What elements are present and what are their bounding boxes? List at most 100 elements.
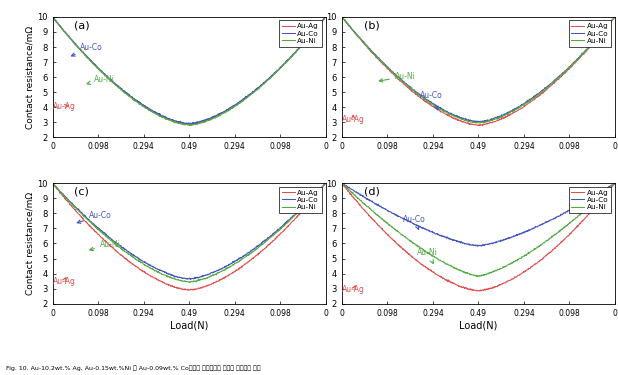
Au-Ag xyxy=(322,15,329,20)
Au-Ni xyxy=(49,15,56,19)
Au-Ni xyxy=(223,266,231,271)
Au-Ni xyxy=(476,121,484,125)
Au-Co xyxy=(215,268,222,272)
Au-Co xyxy=(574,203,581,208)
Au-Ag xyxy=(546,250,553,255)
Au-Co xyxy=(338,14,345,18)
Au-Co xyxy=(208,116,215,120)
Au-Co xyxy=(497,114,504,118)
Au-Ni xyxy=(322,181,329,185)
Au-Co xyxy=(322,15,329,19)
Au-Ag xyxy=(504,113,512,118)
Text: Au-Ni: Au-Ni xyxy=(87,75,115,84)
Au-Co xyxy=(49,14,56,19)
Line: Au-Co: Au-Co xyxy=(342,16,615,122)
Au-Ni xyxy=(215,114,222,118)
Y-axis label: Contact resistance/mΩ: Contact resistance/mΩ xyxy=(25,26,35,129)
Au-Ag xyxy=(187,122,194,127)
Au-Ni xyxy=(223,109,231,114)
Au-Ag xyxy=(339,181,346,185)
Au-Ag xyxy=(223,108,231,112)
Line: Au-Co: Au-Co xyxy=(342,183,615,246)
Au-Co xyxy=(66,34,73,39)
X-axis label: Load(N): Load(N) xyxy=(459,320,497,330)
Text: Au-Co: Au-Co xyxy=(403,215,426,229)
Au-Co xyxy=(187,277,194,282)
Au-Ni xyxy=(505,262,512,267)
Au-Ni xyxy=(256,85,264,89)
Au-Ag xyxy=(338,182,345,186)
Au-Ag xyxy=(284,57,292,62)
Au-Ni xyxy=(339,181,346,186)
Line: Au-Co: Au-Co xyxy=(53,16,326,124)
Text: (b): (b) xyxy=(364,21,379,30)
Au-Ag xyxy=(355,35,362,40)
Text: Au-Ag: Au-Ag xyxy=(342,285,365,294)
Line: Au-Ni: Au-Ni xyxy=(342,16,615,123)
Au-Ni xyxy=(497,266,505,271)
Au-Ni xyxy=(49,181,56,186)
Au-Ag xyxy=(66,35,73,39)
Au-Ni xyxy=(611,181,618,186)
Au-Ag xyxy=(546,84,553,88)
Au-Ag xyxy=(497,282,505,286)
Line: Au-Ag: Au-Ag xyxy=(342,183,615,291)
Line: Au-Ni: Au-Ni xyxy=(53,17,326,126)
Au-Ni xyxy=(338,181,345,186)
Text: Au-Co: Au-Co xyxy=(72,42,103,56)
Au-Ag xyxy=(497,117,504,121)
Au-Co xyxy=(474,244,481,248)
Text: Au-Ag: Au-Ag xyxy=(53,277,75,286)
Au-Co xyxy=(546,82,553,87)
Au-Ag xyxy=(185,288,193,292)
Legend: Au-Ag, Au-Co, Au-Ni: Au-Ag, Au-Co, Au-Ni xyxy=(279,21,322,46)
Au-Ni xyxy=(215,270,222,275)
Au-Ag xyxy=(223,274,231,279)
Au-Ag xyxy=(215,112,222,117)
Text: Au-Ag: Au-Ag xyxy=(53,102,75,111)
Au-Ni xyxy=(208,274,215,279)
Au-Co xyxy=(611,181,618,186)
Au-Ni xyxy=(504,111,512,116)
Au-Ni xyxy=(611,14,618,19)
Au-Ni xyxy=(256,244,264,248)
Au-Ni xyxy=(208,117,215,122)
Line: Au-Ag: Au-Ag xyxy=(53,183,326,290)
X-axis label: Load(N): Load(N) xyxy=(170,320,208,330)
Au-Ag xyxy=(322,181,329,186)
Text: Au-Co: Au-Co xyxy=(77,211,111,223)
Au-Co xyxy=(223,264,231,268)
Text: (c): (c) xyxy=(74,187,89,197)
Au-Ag xyxy=(49,14,56,18)
Au-Co xyxy=(322,181,329,185)
Au-Ag xyxy=(256,251,264,255)
Au-Ag xyxy=(208,115,215,120)
Au-Ni xyxy=(66,35,73,39)
Text: Au-Ni: Au-Ni xyxy=(379,72,416,82)
Au-Ni xyxy=(474,274,481,279)
Text: Au-Ni: Au-Ni xyxy=(417,248,438,264)
Line: Au-Ni: Au-Ni xyxy=(342,183,615,276)
Au-Ag xyxy=(284,224,292,228)
Au-Ag xyxy=(338,14,345,19)
Au-Ag xyxy=(611,15,618,19)
Au-Ni xyxy=(497,115,504,119)
Au-Co xyxy=(208,270,215,275)
Au-Co xyxy=(215,112,222,116)
Au-Co xyxy=(512,106,520,111)
Au-Ag xyxy=(256,85,264,89)
Au-Ni xyxy=(338,15,345,19)
Line: Au-Ni: Au-Ni xyxy=(53,183,326,283)
Au-Co xyxy=(66,199,73,204)
Au-Ag xyxy=(208,282,215,286)
Au-Ag xyxy=(355,201,363,206)
Au-Ni xyxy=(187,123,195,128)
Au-Co xyxy=(574,56,581,61)
Text: Au-Co: Au-Co xyxy=(420,91,442,110)
Text: Fig. 10. Au-10.2wt.% Ag, Au-0.15wt.%Ni 및 Au-0.09wt.% Co합금의 접촉저항에 미치는 열처리의 영향: Fig. 10. Au-10.2wt.% Ag, Au-0.15wt.%Ni 및… xyxy=(6,366,261,371)
Au-Co xyxy=(611,182,618,186)
Au-Ni xyxy=(512,107,520,111)
Text: Au-Ni: Au-Ni xyxy=(90,240,121,250)
Au-Co xyxy=(497,239,504,244)
Au-Ni xyxy=(186,280,193,285)
